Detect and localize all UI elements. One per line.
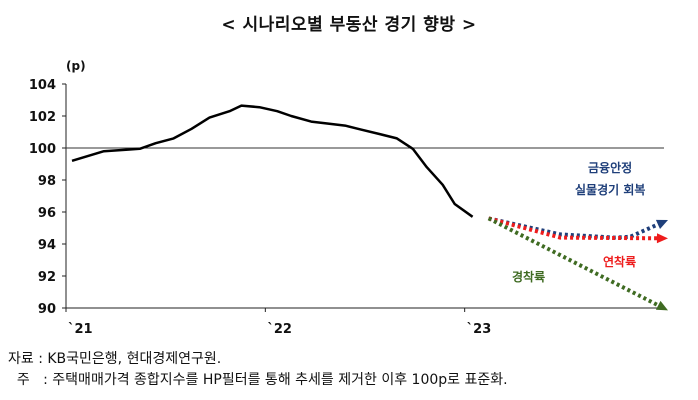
y-tick-label: 100 bbox=[29, 142, 56, 157]
y-tick-label: 104 bbox=[29, 78, 56, 93]
x-tick-label: `22 bbox=[267, 322, 292, 337]
arrowhead-recovery bbox=[655, 219, 668, 229]
y-tick-label: 92 bbox=[38, 270, 56, 285]
series-line-soft-landing bbox=[488, 216, 661, 241]
annotation-soft-landing: 연착륙 bbox=[603, 254, 636, 269]
source-note: 자료 : KB국민은행, 현대경제연구원. bbox=[8, 351, 222, 367]
line-chart: (p) 104 102 100 98 96 94 92 90 `21 `22 `23 금융안정 실물… bbox=[29, 59, 668, 337]
y-tick-label: 98 bbox=[38, 174, 56, 189]
y-tick-label: 90 bbox=[38, 302, 56, 317]
series-line-actual bbox=[71, 104, 474, 218]
x-tick-label: `21 bbox=[68, 322, 93, 337]
series-line-recovery bbox=[488, 216, 662, 240]
y-tick-label: 96 bbox=[38, 206, 56, 221]
chart-title: < 시나리오별 부동산 경기 향방 > bbox=[221, 15, 477, 35]
y-tick-label: 94 bbox=[38, 238, 56, 253]
series-line-hard-landing bbox=[487, 216, 662, 309]
footnote: 주 : 주택매매가격 종합지수를 HP필터를 통해 추세를 제거한 이후 100… bbox=[8, 372, 508, 388]
x-tick-label: `23 bbox=[467, 322, 492, 337]
annotation-recovery-line1: 금융안정 bbox=[588, 160, 632, 175]
arrowhead-hard-landing bbox=[655, 300, 668, 311]
annotation-recovery-line2: 실물경기 회복 bbox=[575, 182, 645, 197]
annotation-hard-landing: 경착륙 bbox=[512, 269, 545, 284]
arrowhead-soft-landing bbox=[656, 233, 668, 244]
y-axis-unit-label: (p) bbox=[66, 59, 86, 73]
y-tick-label: 102 bbox=[29, 110, 56, 125]
